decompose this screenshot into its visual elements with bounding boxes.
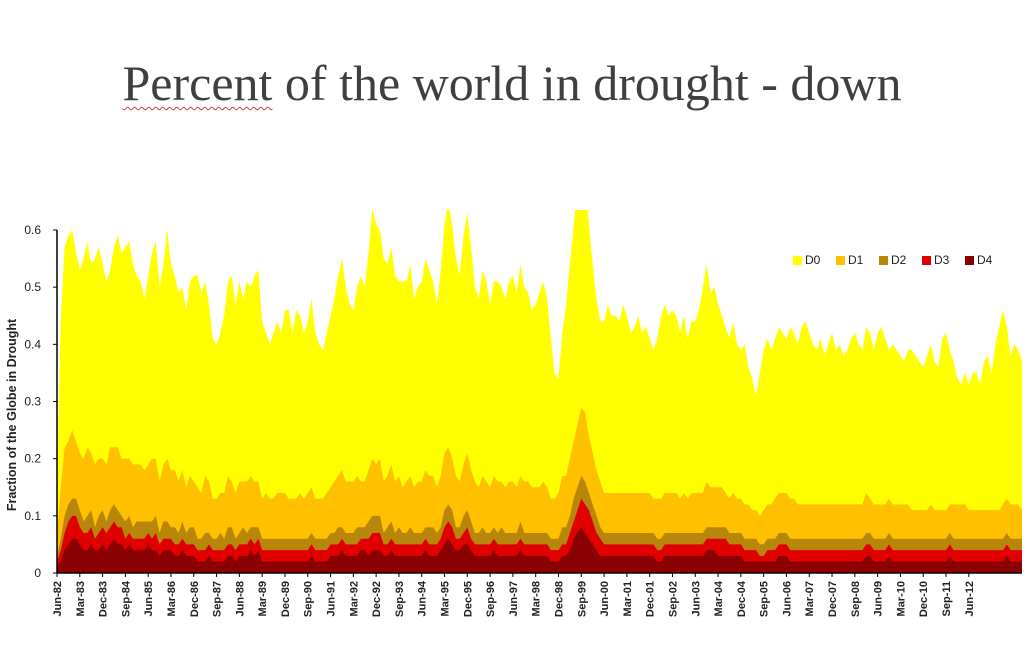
x-tick-label: Jun-12 — [964, 581, 976, 616]
area-d1 — [57, 407, 1022, 573]
x-tick-label: Sep-11 — [941, 581, 953, 616]
y-axis-ticks: 0 0.1 0.2 0.3 0.4 0.5 0.6 — [24, 223, 57, 580]
title-first-word: Percent — [122, 55, 273, 111]
x-tick-label: Dec-83 — [98, 581, 110, 617]
x-tick-label: Dec-10 — [918, 581, 930, 617]
x-tick-label: Jun-91 — [326, 581, 338, 616]
area-layers — [57, 210, 1022, 573]
x-tick-label: Jun-06 — [781, 581, 793, 616]
x-tick-label: Jun-85 — [143, 581, 155, 616]
x-tick-label: Mar-89 — [257, 581, 269, 616]
x-tick-label: Mar-07 — [804, 581, 816, 616]
y-tick-label: 0.3 — [24, 395, 41, 409]
x-tick-label: Mar-04 — [713, 580, 725, 616]
title-rest: of the world in drought - down — [272, 55, 902, 111]
x-tick-label: Jun-88 — [234, 581, 246, 616]
legend-label-d1: D1 — [848, 253, 864, 267]
legend-label-d0: D0 — [805, 253, 821, 267]
legend-swatch-d0 — [793, 256, 802, 265]
x-tick-label: Jun-09 — [873, 581, 885, 616]
y-tick-label: 0.4 — [24, 337, 41, 351]
y-tick-label: 0.6 — [24, 223, 41, 237]
legend-label-d4: D4 — [977, 253, 993, 267]
x-tick-label: Sep-90 — [303, 581, 315, 617]
y-tick-label: 0 — [34, 566, 41, 580]
legend-swatch-d2 — [879, 256, 888, 265]
y-tick-label: 0.5 — [24, 280, 41, 294]
x-tick-label: Dec-98 — [554, 581, 566, 617]
x-tick-label: Sep-87 — [212, 581, 224, 617]
x-tick-label: Dec-04 — [736, 580, 748, 617]
x-tick-label: Sep-84 — [120, 580, 132, 617]
x-tick-label: Mar-10 — [895, 581, 907, 616]
x-tick-label: Dec-89 — [280, 581, 292, 617]
x-tick-label: Jun-97 — [508, 581, 520, 616]
legend: D0 D1 D2 D3 D4 — [793, 253, 993, 267]
x-tick-label: Dec-95 — [462, 581, 474, 617]
x-tick-label: Dec-86 — [189, 581, 201, 617]
x-tick-label: Mar-92 — [348, 581, 360, 616]
drought-area-chart: 0 0.1 0.2 0.3 0.4 0.5 0.6 Jun-82 Mar-83 Dec-83 Se… — [5, 210, 1022, 617]
y-tick-label: 0.1 — [24, 509, 41, 523]
y-axis-label: Fraction of the Globe in Drought — [5, 318, 19, 511]
x-tick-label: Sep-05 — [759, 581, 771, 617]
x-tick-label: Dec-01 — [645, 581, 657, 617]
x-tick-label: Jun-94 — [417, 580, 429, 616]
x-tick-label: Sep-93 — [394, 581, 406, 617]
x-axis-ticks: Jun-82 Mar-83 Dec-83 Sep-84 Jun-85 Mar-86 Dec-… — [52, 573, 976, 617]
area-d0 — [57, 210, 1022, 573]
x-tick-label: Sep-99 — [576, 581, 588, 617]
slide-title: Percent of the world in drought - down — [0, 56, 1024, 111]
x-tick-label: Mar-98 — [531, 581, 543, 616]
legend-swatch-d1 — [836, 256, 845, 265]
x-tick-label: Dec-07 — [827, 581, 839, 617]
x-tick-label: Sep-08 — [850, 581, 862, 617]
legend-label-d3: D3 — [934, 253, 950, 267]
legend-swatch-d4 — [965, 256, 974, 265]
x-tick-label: Mar-95 — [440, 581, 452, 616]
legend-swatch-d3 — [922, 256, 931, 265]
area-d3 — [57, 498, 1022, 573]
x-tick-label: Jun-00 — [599, 581, 611, 616]
x-tick-label: Mar-86 — [166, 581, 178, 616]
x-tick-label: Dec-92 — [371, 581, 383, 617]
legend-label-d2: D2 — [891, 253, 907, 267]
x-tick-label: Sep-96 — [485, 581, 497, 617]
x-tick-label: Sep-02 — [668, 581, 680, 617]
y-tick-label: 0.2 — [24, 452, 41, 466]
x-tick-label: Jun-82 — [52, 581, 64, 616]
x-tick-label: Mar-01 — [622, 581, 634, 616]
x-tick-label: Jun-03 — [690, 581, 702, 616]
x-tick-label: Mar-83 — [75, 581, 87, 616]
area-d4 — [57, 527, 1022, 573]
